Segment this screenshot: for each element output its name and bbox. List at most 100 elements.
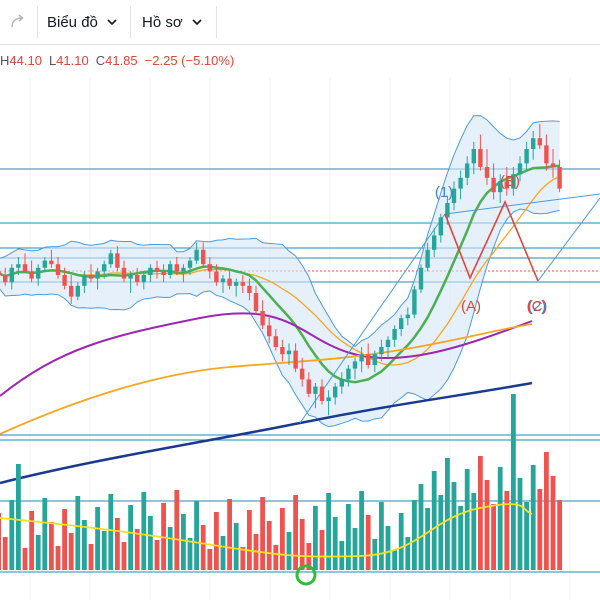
volume-bar (339, 541, 345, 570)
candle-body (432, 235, 437, 250)
candle-body (220, 278, 226, 283)
candle-body (88, 275, 94, 279)
volume-bar (227, 499, 232, 570)
volume-bar (550, 476, 556, 570)
candle-body (392, 329, 397, 340)
volume-bar (293, 495, 298, 570)
close-label: C (95, 53, 106, 68)
volume-bar (464, 469, 470, 570)
candle-body (273, 336, 278, 347)
candle-body (478, 149, 483, 167)
candle-body (471, 149, 476, 164)
redo-icon[interactable] (8, 12, 28, 32)
candle-body (425, 249, 430, 268)
candle-body (511, 174, 516, 189)
volume-bar (9, 500, 15, 570)
candle-body (445, 203, 450, 218)
candle-body (187, 260, 193, 268)
candle-body (55, 264, 61, 275)
candle-body (62, 275, 67, 286)
volume-bar (220, 536, 226, 570)
high-label: H (0, 53, 10, 68)
candle-body (95, 271, 100, 279)
volume-bar (530, 465, 536, 570)
candle-body (418, 267, 424, 290)
candle-body (339, 379, 344, 387)
volume-bar (55, 546, 61, 570)
ma-orange-line (0, 175, 560, 366)
candle-body (319, 386, 325, 401)
candle-body (465, 163, 470, 178)
volume-bar (379, 502, 384, 570)
volume-bar (266, 521, 272, 570)
high-value: 44.10 (9, 53, 42, 68)
close-value: 41.85 (105, 53, 138, 68)
volume-bar (29, 511, 34, 570)
candle-body (49, 260, 54, 265)
volume-bar (471, 493, 477, 570)
candle-body (366, 354, 371, 365)
candle-body (108, 253, 113, 265)
candle-body (405, 314, 410, 319)
volume-bar (405, 537, 411, 570)
candle-body (227, 278, 232, 286)
volume-bar (0, 513, 2, 570)
candle-body (557, 167, 562, 189)
candle-body (280, 347, 285, 355)
candle-body (22, 264, 28, 272)
volume-bar (108, 494, 114, 570)
volume-bar (484, 480, 490, 570)
candle-body (174, 264, 179, 272)
volume-bar (517, 478, 523, 570)
volume-bar (167, 527, 173, 570)
candle-body (253, 293, 259, 311)
toolbar-divider (216, 6, 217, 38)
candle-body (504, 181, 509, 189)
candle-body (69, 285, 74, 297)
candle-body (484, 167, 490, 178)
volume-bar (187, 538, 193, 570)
wave-label-1: (1) (435, 184, 453, 201)
candle-body (194, 249, 199, 261)
volume-bar (524, 502, 529, 570)
candle-body (141, 275, 146, 283)
volume-bar (260, 497, 265, 570)
volume-bar (88, 544, 94, 570)
volume-bar (332, 517, 338, 570)
candle-body (214, 271, 219, 283)
profile-menu-label: Hồ sơ (142, 13, 183, 31)
candle-body (121, 267, 127, 279)
candle-body (181, 267, 186, 272)
volume-bar (141, 492, 147, 570)
bollinger-lower-line (0, 208, 560, 428)
profile-menu-button[interactable]: Hồ sơ (142, 7, 203, 37)
candle-body (412, 289, 417, 315)
volume-bar (128, 505, 133, 570)
wave-label-c: (C) (527, 298, 548, 315)
candle-body (293, 350, 298, 369)
toolbar-divider (130, 6, 131, 38)
candle-body (168, 264, 173, 275)
candle-body (234, 282, 239, 286)
candle-body (306, 379, 311, 394)
volume-bar (2, 537, 8, 570)
volume-bar (385, 526, 391, 570)
candle-body (458, 177, 463, 189)
volume-bar (214, 512, 219, 570)
volume-bar (299, 519, 305, 570)
volume-bar (62, 509, 67, 570)
volume-bar (194, 501, 199, 570)
volume-bar (22, 548, 28, 570)
volume-bar (346, 504, 351, 570)
candle-body (82, 275, 87, 286)
candle-body (300, 368, 305, 380)
candle-body (161, 271, 166, 275)
price-chart[interactable]: (1) (B) (A) (2)(C) (0, 78, 600, 600)
volume-bar (544, 452, 549, 570)
candle-body (379, 347, 384, 355)
candle-body (42, 260, 47, 268)
chart-menu-button[interactable]: Biểu đồ (47, 7, 118, 37)
volume-bar (352, 528, 358, 570)
volume-bar (42, 498, 48, 570)
volume-bar (504, 491, 510, 570)
